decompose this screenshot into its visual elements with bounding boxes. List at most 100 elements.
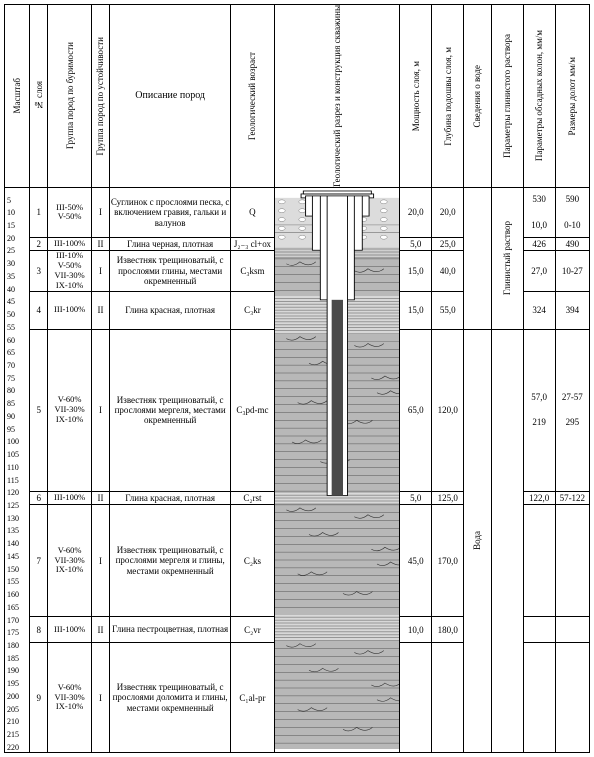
drillability-group: III-50%V-50% — [48, 187, 91, 237]
bit-sizes: 394 — [555, 291, 589, 329]
casing-params — [523, 617, 555, 643]
geological-age: C₃ksm — [231, 251, 274, 291]
stability-group: I — [91, 643, 109, 753]
stability-group: II — [91, 237, 109, 251]
layer-base-depth: 170,0 — [432, 505, 464, 617]
geological-age: C₂vr — [231, 617, 274, 643]
rock-description: Суглинок с прослоями песка, с включением… — [110, 187, 231, 237]
bit-sizes — [555, 643, 589, 753]
layer-row: 5101520253035404550556065707580859095100… — [5, 187, 590, 237]
layer-thickness: 5,0 — [400, 237, 432, 251]
water-info: Вода — [464, 329, 491, 753]
layer-thickness: 20,0 — [400, 187, 432, 237]
hdr-casing: Параметры обсадных колон, мм/м — [523, 5, 555, 188]
depth-scale: 5101520253035404550556065707580859095100… — [5, 187, 30, 752]
geological-age: Q — [231, 187, 274, 237]
rock-description: Глина красная, плотная — [110, 291, 231, 329]
layer-base-depth: 120,0 — [432, 329, 464, 491]
layer-number: 5 — [30, 329, 48, 491]
drillability-group: III-100% — [48, 237, 91, 251]
mud-parameters: Глинистый раствор — [491, 187, 523, 329]
layer-number: 3 — [30, 251, 48, 291]
layer-number: 8 — [30, 617, 48, 643]
hdr-mud: Параметры глинистого раствора — [491, 5, 523, 188]
drillability-group: V-60%VII-30%IX-10% — [48, 505, 91, 617]
casing-params: 324 — [523, 291, 555, 329]
drillability-group: III-100% — [48, 617, 91, 643]
rock-description: Глина черная, плотная — [110, 237, 231, 251]
layer-thickness: 5,0 — [400, 491, 432, 505]
layer-thickness: 65,0 — [400, 329, 432, 491]
layer-thickness: 45,0 — [400, 505, 432, 617]
casing-params: 426 — [523, 237, 555, 251]
layer-number: 1 — [30, 187, 48, 237]
rock-description: Известняк трещиноватый, с прослоями мерг… — [110, 329, 231, 491]
header-row: Масштаб № слоя Группа пород по буримости… — [5, 5, 590, 188]
casing-params: 122,0 — [523, 491, 555, 505]
bit-sizes — [555, 505, 589, 617]
geological-age: C₃pd-mc — [231, 329, 274, 491]
casing-params: 27,0 — [523, 251, 555, 291]
drillability-group: V-60%VII-30%IX-10% — [48, 643, 91, 753]
casing-params — [523, 505, 555, 617]
hdr-base: Глубина подошвы слоя, м — [432, 5, 464, 188]
rock-description: Глина красная, плотная — [110, 491, 231, 505]
hdr-scale: Масштаб — [5, 5, 30, 188]
water-info — [464, 187, 491, 329]
layer-number: 9 — [30, 643, 48, 753]
layer-base-depth: 55,0 — [432, 291, 464, 329]
rock-description: Известняк трещиноватый, с прослоями доло… — [110, 643, 231, 753]
hdr-drill: Группа пород по буримости — [48, 5, 91, 188]
bit-sizes: 490 — [555, 237, 589, 251]
stability-group: II — [91, 617, 109, 643]
rock-description: Глина пестроцветная, плотная — [110, 617, 231, 643]
layer-thickness — [400, 643, 432, 753]
layer-base-depth: 180,0 — [432, 617, 464, 643]
bit-sizes: 57-122 — [555, 491, 589, 505]
casing-params: 53010,0 — [523, 187, 555, 237]
geological-section — [274, 187, 400, 752]
layer-base-depth: 40,0 — [432, 251, 464, 291]
layer-number: 4 — [30, 291, 48, 329]
hdr-water: Сведения о воде — [464, 5, 491, 188]
layer-number: 7 — [30, 505, 48, 617]
geological-age: C₁al-pr — [231, 643, 274, 753]
layer-thickness: 15,0 — [400, 251, 432, 291]
layer-number: 2 — [30, 237, 48, 251]
mud-parameters — [491, 329, 523, 753]
geological-age: C₂rst — [231, 491, 274, 505]
bit-sizes: 27-57295 — [555, 329, 589, 491]
bit-sizes — [555, 617, 589, 643]
bit-sizes: 5900-10 — [555, 187, 589, 237]
drillability-group: V-60%VII-30%IX-10% — [48, 329, 91, 491]
layer-number: 6 — [30, 491, 48, 505]
layer-thickness: 15,0 — [400, 291, 432, 329]
hdr-bit: Размеры долот мм/м — [555, 5, 589, 188]
hdr-section: Геологический разрез и конструкция скваж… — [274, 5, 400, 188]
geological-age: C₃kr — [231, 291, 274, 329]
hdr-thick: Мощность слоя, м — [400, 5, 432, 188]
hdr-age: Геологический возраст — [231, 5, 274, 188]
geological-age: J₂₋₃ cl+ох — [231, 237, 274, 251]
drillability-group: III-100% — [48, 491, 91, 505]
rock-description: Известняк трещиноватый, с прослоями мерг… — [110, 505, 231, 617]
layer-base-depth — [432, 643, 464, 753]
rock-description: Известняк трещиноватый, с прослоями глин… — [110, 251, 231, 291]
stability-group: I — [91, 251, 109, 291]
hdr-desc: Описание пород — [110, 5, 231, 188]
stability-group: II — [91, 291, 109, 329]
casing-params — [523, 643, 555, 753]
geological-age: C₂ks — [231, 505, 274, 617]
layer-thickness: 10,0 — [400, 617, 432, 643]
drillability-group: III-10%V-50%VII-30%IX-10% — [48, 251, 91, 291]
hdr-stab: Группа пород по устойчивости — [91, 5, 109, 188]
geo-log-table: Масштаб № слоя Группа пород по буримости… — [4, 4, 590, 753]
stability-group: I — [91, 187, 109, 237]
hdr-layer: № слоя — [30, 5, 48, 188]
stability-group: II — [91, 491, 109, 505]
drillability-group: III-100% — [48, 291, 91, 329]
geo-log-body: 5101520253035404550556065707580859095100… — [5, 187, 590, 752]
layer-base-depth: 20,0 — [432, 187, 464, 237]
layer-base-depth: 25,0 — [432, 237, 464, 251]
bit-sizes: 10-27 — [555, 251, 589, 291]
